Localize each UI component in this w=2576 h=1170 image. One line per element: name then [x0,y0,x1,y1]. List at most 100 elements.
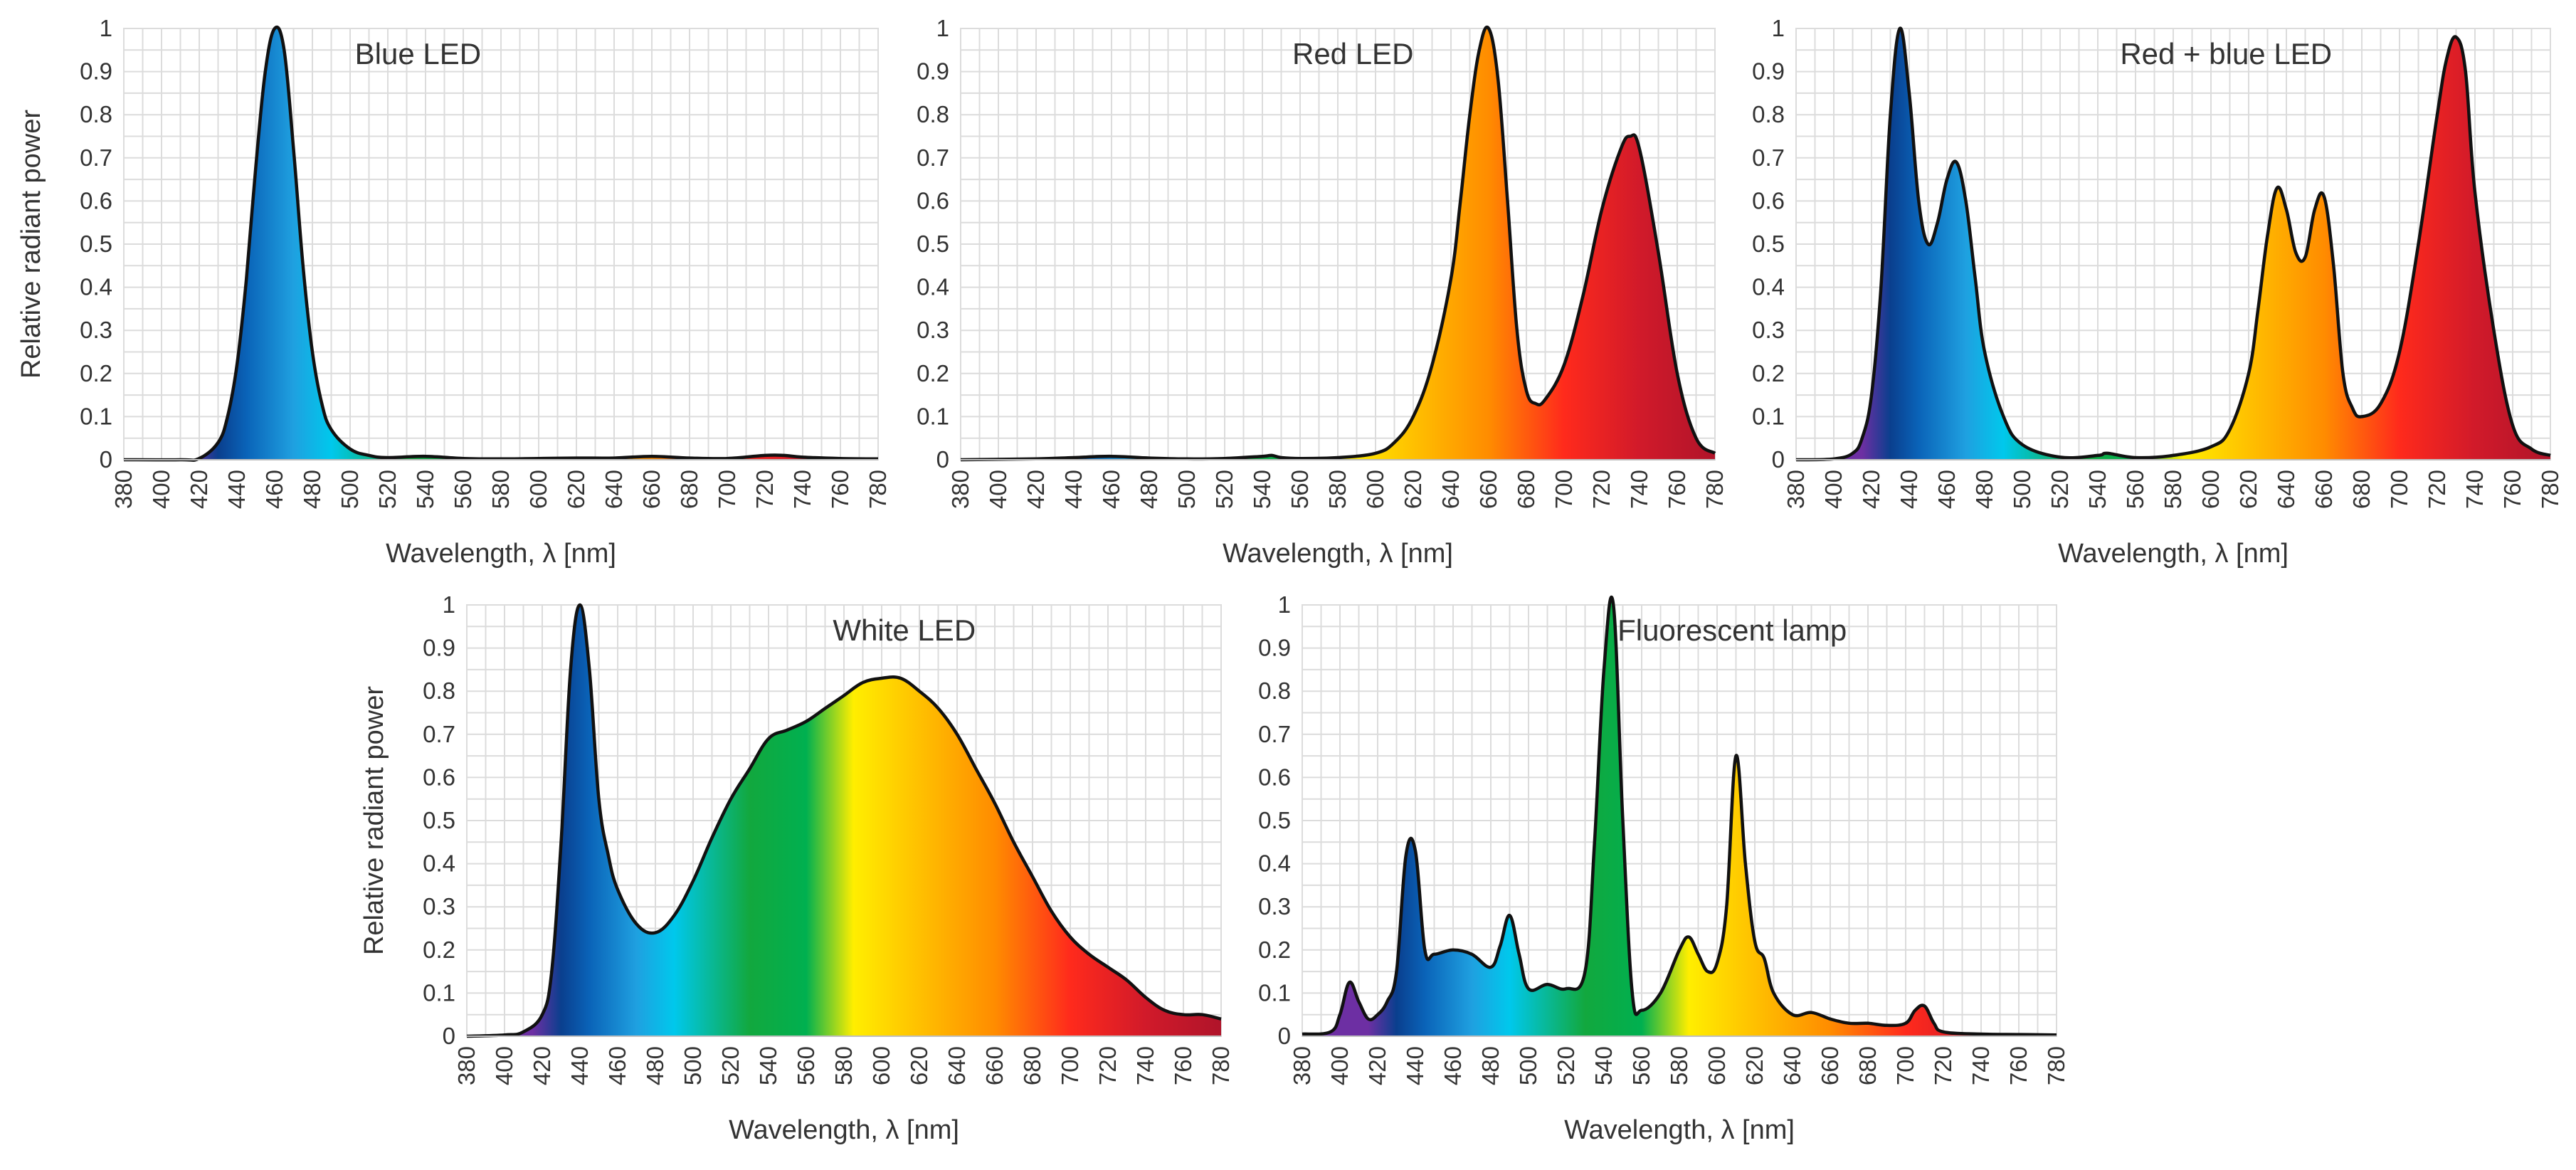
y-tick-label: 0.1 [423,979,455,1006]
x-tick-label: 660 [638,470,665,509]
y-tick-label: 0 [936,446,949,473]
x-tick-label: 520 [374,470,401,509]
x-tick-label: 440 [1060,470,1087,509]
spectrum-line [123,25,879,462]
x-tick-label: 640 [1779,1046,1805,1085]
spectrum-line [1302,596,2057,1037]
x-tick-label: 640 [2273,470,2299,509]
y-tick-label: 1 [1278,591,1291,618]
x-tick-label: 620 [563,470,589,509]
x-tick-label: 760 [2499,470,2525,509]
y-tick-label: 0.4 [917,274,949,300]
y-tick-label: 0.4 [1752,274,1785,300]
y-tick-label: 0.7 [1258,721,1291,747]
x-tick-label: 460 [261,470,287,509]
chart-panel: 0 0.1 0.2 0.3 0.4 0.5 0.6 0.7 0.8 0.9 1 380 400 420 44… [359,591,1234,1145]
y-tick-label: 0.8 [80,101,112,127]
x-tick-label: 780 [2537,470,2563,509]
x-tick-label: 660 [1817,1046,1843,1085]
chart-panel: 0 0.1 0.2 0.3 0.4 0.5 0.6 0.7 0.8 0.9 1 380 400 420 44… [1258,591,2069,1145]
chart-panel: 0 0.1 0.2 0.3 0.4 0.5 0.6 0.7 0.8 0.9 1 380 400 420 44… [1752,15,2563,569]
x-tick-label: 500 [1515,1046,1541,1085]
y-tick-label: 1 [936,15,949,41]
y-tick-label: 1 [1772,15,1785,41]
x-axis-title: Wavelength, λ [nm] [1223,539,1453,569]
y-tick-label: 0.2 [1752,360,1785,386]
x-tick-label: 620 [1400,470,1426,509]
x-tick-label: 380 [453,1046,480,1085]
x-tick-label: 700 [1057,1046,1083,1085]
y-tick-label: 0.8 [917,101,949,127]
x-tick-label: 480 [1136,470,1162,509]
x-tick-label: 660 [981,1046,1008,1085]
x-tick-label: 760 [2005,1046,2032,1085]
x-tick-label: 500 [680,1046,706,1085]
y-tick-label: 0.7 [423,721,455,747]
x-tick-label: 520 [2047,470,2073,509]
x-tick-label: 580 [1324,470,1351,509]
y-tick-label: 0.5 [80,231,112,257]
x-tick-label: 700 [1551,470,1577,509]
x-tick-label: 540 [412,470,438,509]
y-tick-label: 0.3 [423,893,455,919]
x-tick-label: 560 [2122,470,2148,509]
y-tick-label: 0.6 [80,187,112,214]
y-tick-label: 0.8 [1752,101,1785,127]
y-tick-label: 0 [100,446,112,473]
x-tick-label: 560 [1287,470,1313,509]
x-tick-label: 720 [1930,1046,1956,1085]
x-tick-label: 440 [566,1046,593,1085]
y-tick-label: 0.3 [1752,317,1785,343]
x-tick-label: 780 [865,470,891,509]
x-tick-label: 400 [985,470,1011,509]
x-tick-label: 660 [2311,470,2337,509]
y-tick-label: 0.1 [80,403,112,429]
x-tick-label: 500 [2009,470,2035,509]
y-tick-label: 0.5 [917,231,949,257]
x-tick-label: 720 [1588,470,1615,509]
spectrum-line [960,25,1716,462]
y-tick-label: 0.1 [917,403,949,429]
y-tick-label: 0.2 [80,360,112,386]
x-tick-label: 540 [755,1046,781,1085]
y-tick-label: 0.2 [917,360,949,386]
x-axis-title: Wavelength, λ [nm] [729,1115,959,1145]
y-tick-label: 0 [1772,446,1785,473]
x-tick-label: 680 [1019,1046,1045,1085]
y-tick-label: 0.6 [1752,187,1785,214]
y-tick-label: 0.7 [1752,144,1785,171]
x-tick-label: 540 [2084,470,2111,509]
x-tick-label: 500 [1173,470,1200,509]
y-tick-label: 0.9 [1752,58,1785,85]
x-tick-label: 560 [1628,1046,1654,1085]
x-tick-label: 580 [1666,1046,1692,1085]
chart-title: White LED [833,613,976,647]
x-tick-label: 600 [868,1046,894,1085]
spectrum-line [1795,26,2551,462]
y-tick-label: 0.2 [423,937,455,963]
x-tick-label: 420 [186,470,212,509]
x-tick-label: 620 [1741,1046,1768,1085]
x-tick-label: 600 [1704,1046,1730,1085]
y-tick-label: 0.5 [1752,231,1785,257]
x-tick-label: 380 [947,470,973,509]
chart-title: Red LED [1292,37,1413,70]
x-tick-label: 380 [1289,1046,1315,1085]
x-tick-label: 400 [1820,470,1847,509]
y-tick-label: 0 [1278,1023,1291,1049]
y-axis-title: Relative radiant power [359,686,389,955]
x-tick-label: 540 [1590,1046,1617,1085]
x-tick-label: 580 [830,1046,857,1085]
x-tick-label: 400 [148,470,174,509]
y-tick-label: 0.7 [80,144,112,171]
x-tick-label: 640 [944,1046,970,1085]
y-tick-label: 0.7 [917,144,949,171]
x-tick-label: 760 [1664,470,1690,509]
x-axis-title: Wavelength, λ [nm] [1564,1115,1795,1145]
x-tick-label: 420 [1858,470,1884,509]
x-tick-label: 580 [2160,470,2186,509]
x-tick-label: 480 [299,470,325,509]
x-tick-label: 760 [1170,1046,1196,1085]
x-tick-label: 680 [676,470,702,509]
